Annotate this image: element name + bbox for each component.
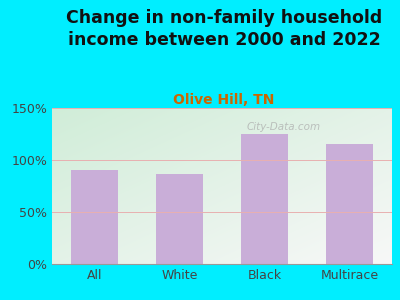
Bar xyxy=(326,144,373,264)
Text: Olive Hill, TN: Olive Hill, TN xyxy=(173,93,275,107)
Text: City-Data.com: City-Data.com xyxy=(246,122,320,132)
Bar xyxy=(156,173,203,264)
Bar xyxy=(241,134,288,264)
Text: Change in non-family household
income between 2000 and 2022: Change in non-family household income be… xyxy=(66,9,382,49)
Bar xyxy=(71,170,118,264)
